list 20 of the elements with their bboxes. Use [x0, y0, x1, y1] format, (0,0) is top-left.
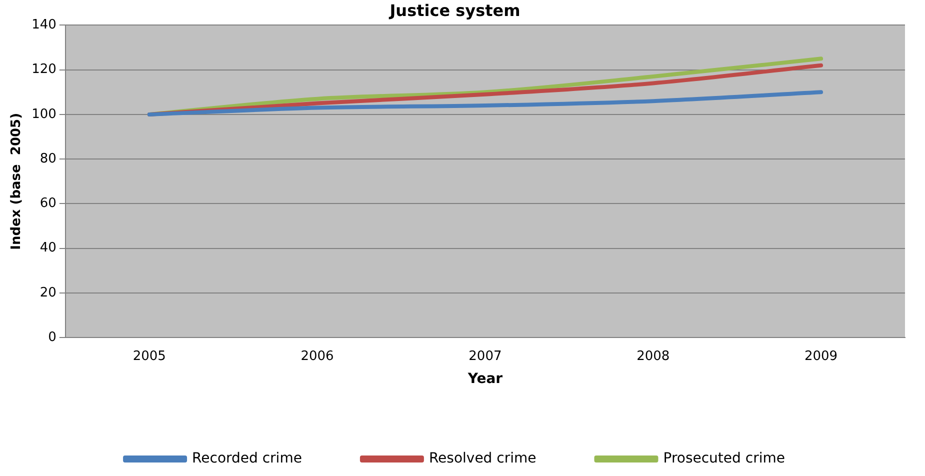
x-tick-label: 2009 — [804, 348, 838, 364]
y-tick-label: 40 — [40, 240, 56, 256]
x-tick-label: 2008 — [636, 348, 670, 364]
y-axis-title: Index (base 2005) — [9, 112, 24, 250]
x-tick-label: 2007 — [468, 348, 502, 364]
y-tick-label: 0 — [48, 330, 56, 345]
y-tick-label: 140 — [32, 18, 56, 33]
y-tick-label: 120 — [32, 62, 56, 78]
y-tick-label: 20 — [40, 285, 56, 300]
y-tick-label: 60 — [40, 196, 56, 212]
legend-label: Recorded crime — [192, 450, 302, 467]
x-axis-title: Year — [466, 371, 503, 388]
y-tick-label: 80 — [40, 151, 56, 166]
x-tick-label: 2005 — [132, 348, 166, 364]
x-tick-label: 2006 — [300, 348, 334, 364]
y-tick-label: 100 — [32, 106, 56, 122]
chart-title: Justice system — [388, 0, 520, 20]
legend-label: Prosecuted crime — [663, 450, 785, 467]
line-series — [147, 90, 824, 116]
legend-label: Resolved crime — [428, 450, 536, 467]
